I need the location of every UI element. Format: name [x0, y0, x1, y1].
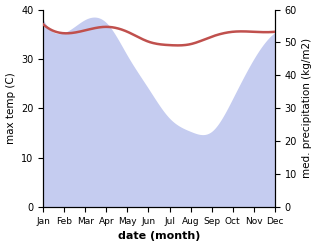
Y-axis label: med. precipitation (kg/m2): med. precipitation (kg/m2): [302, 38, 313, 178]
X-axis label: date (month): date (month): [118, 231, 200, 242]
Y-axis label: max temp (C): max temp (C): [5, 72, 16, 144]
